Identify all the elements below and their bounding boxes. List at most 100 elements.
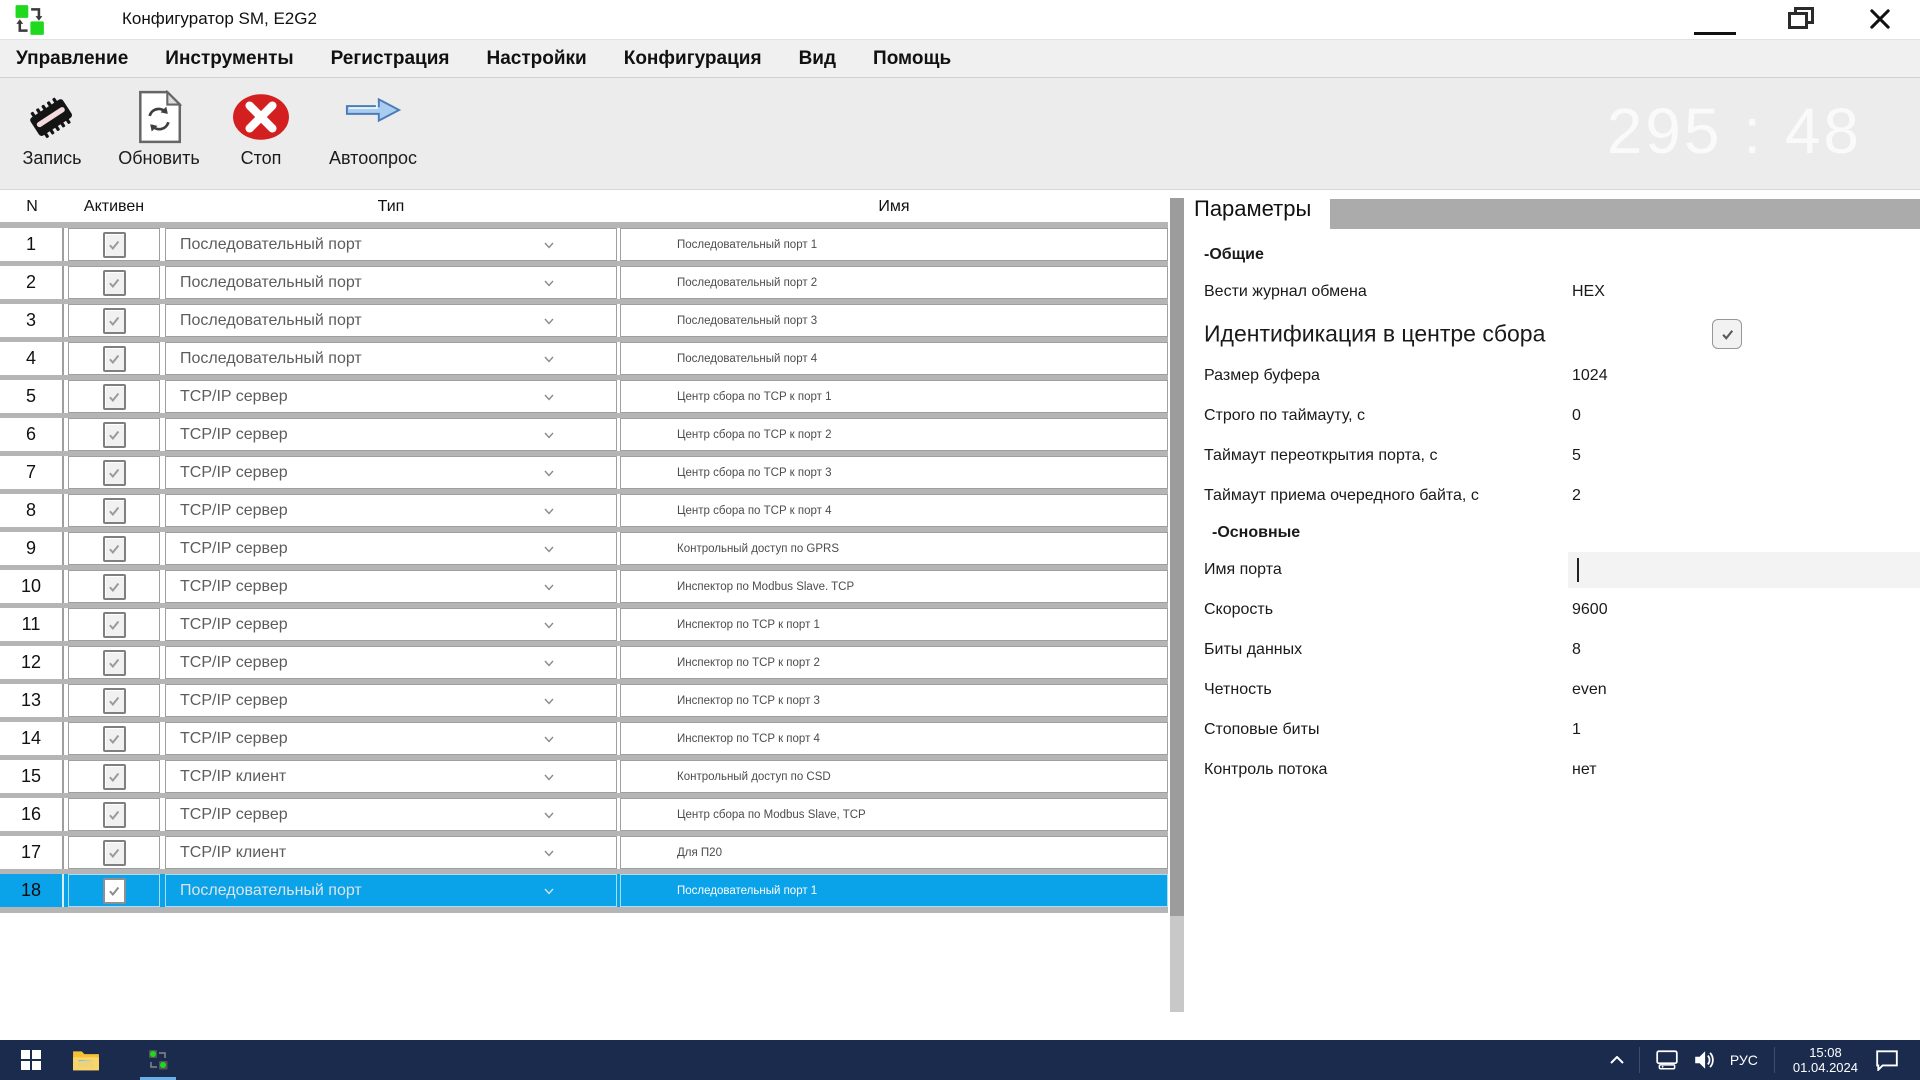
menu-item-4[interactable]: Настройки (486, 47, 587, 69)
active-checkbox[interactable] (102, 801, 126, 828)
table-row[interactable]: 10 TCP/IP сервер Инспектор по Modbus Slave… (0, 570, 1168, 603)
restore-button[interactable] (1772, 0, 1828, 39)
table-row[interactable]: 12 TCP/IP сервер Инспектор по TCP к порт 2 (0, 646, 1168, 679)
type-select[interactable]: TCP/IP сервер (165, 722, 617, 755)
table-row[interactable]: 3 Последовательный порт Последовательный п… (0, 304, 1168, 337)
type-select[interactable]: TCP/IP сервер (165, 456, 617, 489)
type-select[interactable]: TCP/IP сервер (165, 570, 617, 603)
name-field[interactable]: Контрольный доступ по CSD (620, 760, 1168, 793)
minimize-button[interactable] (1686, 0, 1742, 39)
name-field[interactable]: Инспектор по Modbus Slave. TCP (620, 570, 1168, 603)
file-explorer-button[interactable] (62, 1040, 110, 1080)
type-select[interactable]: Последовательный порт (165, 304, 617, 337)
hardware-tray-button[interactable] (1648, 1040, 1686, 1080)
table-row[interactable]: 7 TCP/IP сервер Центр сбора по TCP к порт … (0, 456, 1168, 489)
name-field[interactable]: Инспектор по TCP к порт 3 (620, 684, 1168, 717)
volume-tray-button[interactable] (1686, 1040, 1722, 1080)
type-select[interactable]: TCP/IP клиент (165, 760, 617, 793)
active-checkbox[interactable] (102, 839, 126, 866)
type-select[interactable]: TCP/IP сервер (165, 494, 617, 527)
param-value[interactable]: 1024 (1572, 367, 1608, 384)
close-button[interactable] (1852, 0, 1908, 39)
table-row[interactable]: 6 TCP/IP сервер Центр сбора по TCP к порт … (0, 418, 1168, 451)
name-field[interactable]: Для П20 (620, 836, 1168, 869)
table-row[interactable]: 5 TCP/IP сервер Центр сбора по TCP к порт … (0, 380, 1168, 413)
table-row[interactable]: 17 TCP/IP клиент Для П20 (0, 836, 1168, 869)
name-field[interactable]: Центр сбора по TCP к порт 3 (620, 456, 1168, 489)
active-checkbox[interactable] (102, 687, 126, 714)
active-checkbox[interactable] (102, 383, 126, 410)
table-row[interactable]: 13 TCP/IP сервер Инспектор по TCP к порт 3 (0, 684, 1168, 717)
write-button[interactable]: Запись (6, 88, 98, 186)
menu-item-6[interactable]: Вид (798, 47, 837, 69)
active-checkbox[interactable] (102, 231, 126, 258)
scrollbar-thumb[interactable] (1170, 198, 1184, 916)
param-value[interactable]: 9600 (1572, 601, 1608, 618)
table-row[interactable]: 14 TCP/IP сервер Инспектор по TCP к порт 4 (0, 722, 1168, 755)
active-checkbox[interactable] (102, 345, 126, 372)
type-select[interactable]: Последовательный порт (165, 266, 617, 299)
name-field[interactable]: Последовательный порт 2 (620, 266, 1168, 299)
type-select[interactable]: TCP/IP сервер (165, 608, 617, 641)
type-select[interactable]: Последовательный порт (165, 874, 617, 907)
table-row[interactable]: 11 TCP/IP сервер Инспектор по TCP к порт 1 (0, 608, 1168, 641)
active-checkbox[interactable] (102, 763, 126, 790)
params-tab[interactable]: Параметры (1194, 196, 1312, 221)
active-checkbox[interactable] (102, 649, 126, 676)
autopoll-button[interactable]: Автоопрос (312, 88, 434, 186)
type-select[interactable]: TCP/IP сервер (165, 532, 617, 565)
active-checkbox[interactable] (102, 725, 126, 752)
table-row[interactable]: 9 TCP/IP сервер Контрольный доступ по GPRS (0, 532, 1168, 565)
type-select[interactable]: TCP/IP сервер (165, 646, 617, 679)
table-scrollbar[interactable] (1170, 198, 1184, 1012)
active-checkbox[interactable] (102, 611, 126, 638)
menu-item-5[interactable]: Конфигурация (623, 47, 762, 69)
configurator-taskbar-button[interactable] (134, 1040, 182, 1080)
name-field[interactable]: Центр сбора по Modbus Slave, TCP (620, 798, 1168, 831)
active-checkbox[interactable] (102, 535, 126, 562)
name-field[interactable]: Контрольный доступ по GPRS (620, 532, 1168, 565)
name-field[interactable]: Последовательный порт 1 (620, 228, 1168, 261)
clock[interactable]: 15:08 01.04.2024 (1783, 1045, 1868, 1075)
menu-item-1[interactable]: Управление (16, 47, 129, 69)
name-field[interactable]: Последовательный порт 4 (620, 342, 1168, 375)
active-checkbox[interactable] (102, 459, 126, 486)
language-indicator[interactable]: РУС (1729, 1052, 1758, 1068)
active-checkbox[interactable] (102, 497, 126, 524)
type-select[interactable]: TCP/IP сервер (165, 418, 617, 451)
active-checkbox[interactable] (102, 877, 126, 904)
name-field[interactable]: Последовательный порт 3 (620, 304, 1168, 337)
param-value[interactable]: 8 (1572, 641, 1581, 658)
name-field[interactable]: Центр сбора по TCP к порт 1 (620, 380, 1168, 413)
type-select[interactable]: TCP/IP сервер (165, 684, 617, 717)
name-field[interactable]: Инспектор по TCP к порт 1 (620, 608, 1168, 641)
type-select[interactable]: TCP/IP сервер (165, 380, 617, 413)
menu-item-3[interactable]: Регистрация (330, 47, 450, 69)
name-field[interactable]: Последовательный порт 1 (620, 874, 1168, 907)
table-row[interactable]: 4 Последовательный порт Последовательный п… (0, 342, 1168, 375)
menu-item-2[interactable]: Инструменты (165, 47, 294, 69)
param-value[interactable]: 1 (1572, 721, 1581, 738)
notification-center-button[interactable] (1868, 1040, 1906, 1080)
type-select[interactable]: Последовательный порт (165, 228, 617, 261)
active-checkbox[interactable] (102, 421, 126, 448)
table-row[interactable]: 18 Последовательный порт Последовательный … (0, 874, 1168, 907)
table-row[interactable]: 1 Последовательный порт Последовательный п… (0, 228, 1168, 261)
port-name-input[interactable] (1568, 552, 1920, 588)
active-checkbox[interactable] (102, 573, 126, 600)
refresh-button[interactable]: Обновить (104, 88, 214, 186)
identification-checkbox[interactable] (1712, 319, 1742, 349)
type-select[interactable]: TCP/IP клиент (165, 836, 617, 869)
active-checkbox[interactable] (102, 269, 126, 296)
param-value[interactable]: 2 (1572, 487, 1581, 504)
param-value[interactable]: 5 (1572, 447, 1581, 464)
active-checkbox[interactable] (102, 307, 126, 334)
table-row[interactable]: 16 TCP/IP сервер Центр сбора по Modbus Sla… (0, 798, 1168, 831)
type-select[interactable]: Последовательный порт (165, 342, 617, 375)
name-field[interactable]: Центр сбора по TCP к порт 2 (620, 418, 1168, 451)
start-button[interactable] (0, 1040, 62, 1080)
name-field[interactable]: Инспектор по TCP к порт 2 (620, 646, 1168, 679)
name-field[interactable]: Инспектор по TCP к порт 4 (620, 722, 1168, 755)
type-select[interactable]: TCP/IP сервер (165, 798, 617, 831)
menu-item-7[interactable]: Помощь (873, 47, 952, 69)
